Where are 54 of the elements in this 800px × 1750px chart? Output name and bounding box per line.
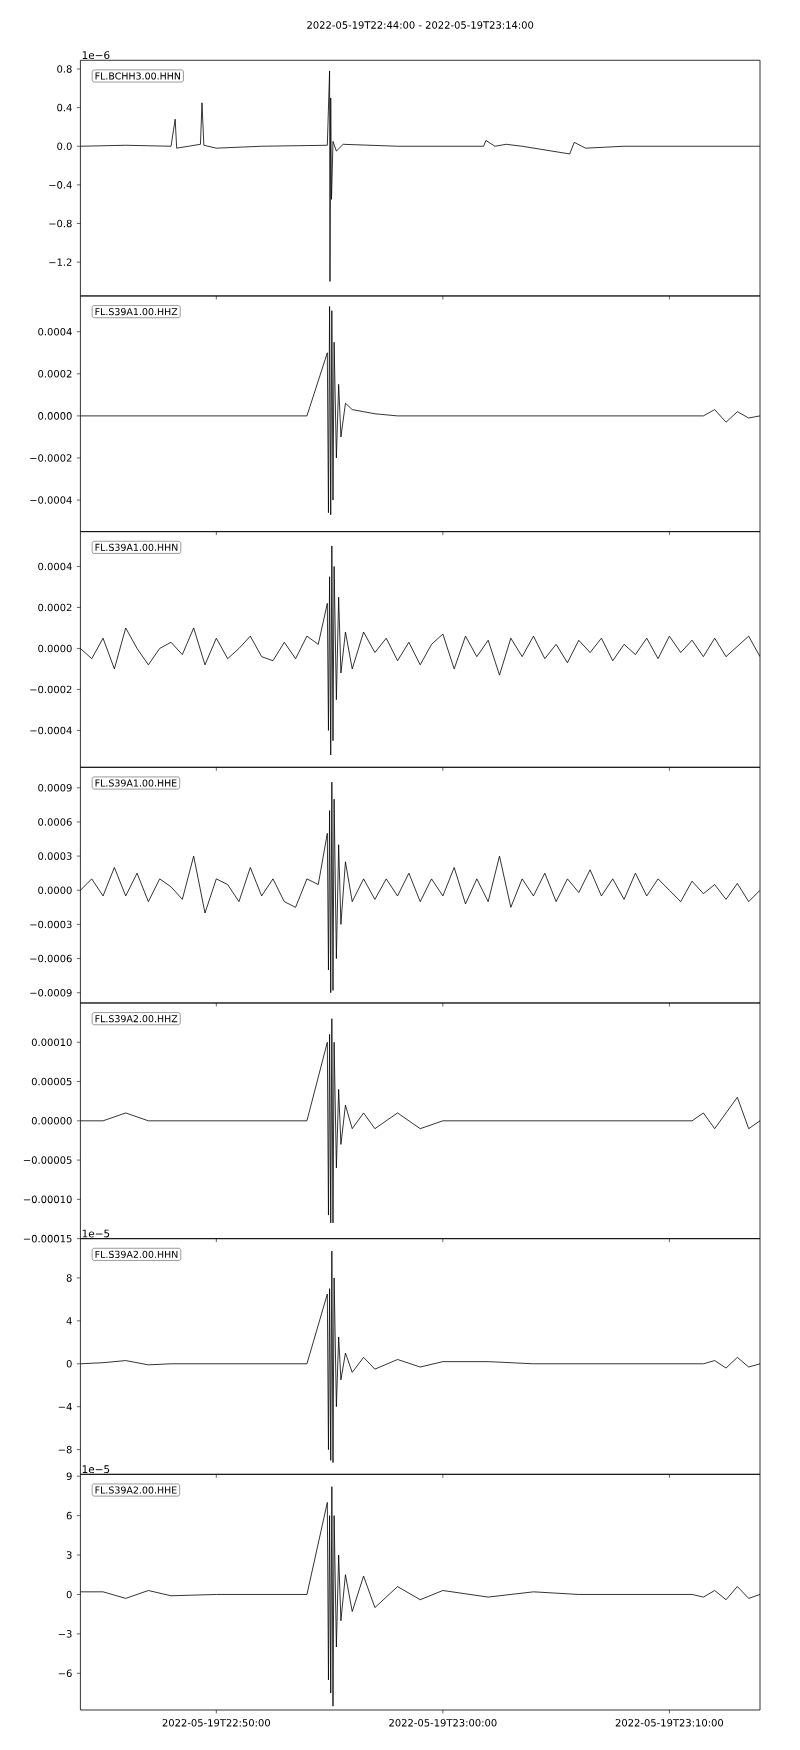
y-tick-label: 0.0000 — [38, 886, 72, 895]
y-tick-label: 0.0000 — [38, 644, 72, 653]
text: 1e−6 — [82, 51, 110, 60]
annotation: 1e−5 — [82, 1229, 110, 1238]
y-tick-label: 0 — [66, 1590, 72, 1599]
annotation: 1e−5 — [82, 1465, 110, 1474]
y-tick-label: −0.0006 — [30, 954, 72, 963]
y-tick-label: −0.0004 — [30, 496, 72, 504]
y-tick-label: 9 — [66, 1472, 72, 1480]
y-tick-label: −4 — [58, 1403, 72, 1411]
y-tick-label: 0.0009 — [38, 784, 72, 792]
annotation: FL.S39A1.00.HHN — [95, 543, 178, 551]
y-tick-label: 0.0002 — [38, 603, 72, 612]
y-tick-label: 0.0004 — [38, 562, 72, 571]
annotation: FL.S39A2.00.HHZ — [95, 1015, 178, 1023]
y-tick-label: −0.4 — [49, 181, 72, 189]
y-tick-label: 0 — [66, 1360, 72, 1368]
annotation: FL.S39A1.00.HHE — [95, 779, 177, 787]
y-tick-label: −3 — [58, 1630, 72, 1638]
y-tick-label: −0.0004 — [30, 726, 72, 735]
y-tick-label: 0.0004 — [38, 327, 72, 336]
annotation: FL.BCHH3.00.HHN — [95, 72, 181, 80]
y-tick-label: 0.0002 — [38, 370, 72, 378]
x-tick-label: 2022-05-19T23:10:00 — [615, 1719, 724, 1727]
y-tick-label: −0.0009 — [30, 988, 72, 997]
y-tick-label: 0.00000 — [31, 1117, 72, 1125]
y-tick-label: 0.0003 — [38, 852, 72, 860]
y-tick-label: 8 — [66, 1274, 72, 1282]
y-tick-label: 6 — [66, 1511, 72, 1520]
y-tick-label: −0.0002 — [30, 454, 72, 462]
x-tick-label: 2022-05-19T23:00:00 — [389, 1719, 497, 1727]
y-tick-label: 0.0000 — [38, 412, 72, 420]
y-tick-label: −0.8 — [49, 219, 72, 228]
y-tick-label: −8 — [58, 1445, 72, 1454]
y-tick-label: 0.00010 — [31, 1038, 72, 1047]
y-tick-label: 0.8 — [57, 65, 72, 73]
x-tick-label: 2022-05-19T22:50:00 — [162, 1719, 271, 1727]
y-tick-label: −0.0002 — [30, 685, 72, 694]
y-tick-label: −6 — [58, 1669, 72, 1678]
annotation: FL.S39A2.00.HHE — [95, 1486, 177, 1494]
y-tick-label: 0.0 — [57, 142, 72, 151]
y-tick-label: −0.00010 — [23, 1195, 72, 1204]
y-tick-label: 0.00005 — [31, 1077, 72, 1086]
y-tick-label: 0.0006 — [38, 818, 72, 826]
y-tick-label: 0.4 — [57, 103, 72, 112]
chart-title: 2022-05-19T22:44:00 - 2022-05-19T23:14:00 — [307, 21, 534, 29]
y-tick-label: −1.2 — [49, 258, 72, 266]
y-tick-label: −0.00005 — [23, 1156, 72, 1164]
annotation: FL.S39A1.00.HHZ — [95, 308, 178, 316]
y-tick-label: 4 — [66, 1317, 72, 1325]
y-tick-label: −0.0003 — [30, 920, 72, 929]
y-tick-label: 3 — [66, 1551, 72, 1559]
annotation: FL.S39A2.00.HHN — [95, 1250, 178, 1258]
y-tick-label: −0.00015 — [23, 1234, 72, 1243]
